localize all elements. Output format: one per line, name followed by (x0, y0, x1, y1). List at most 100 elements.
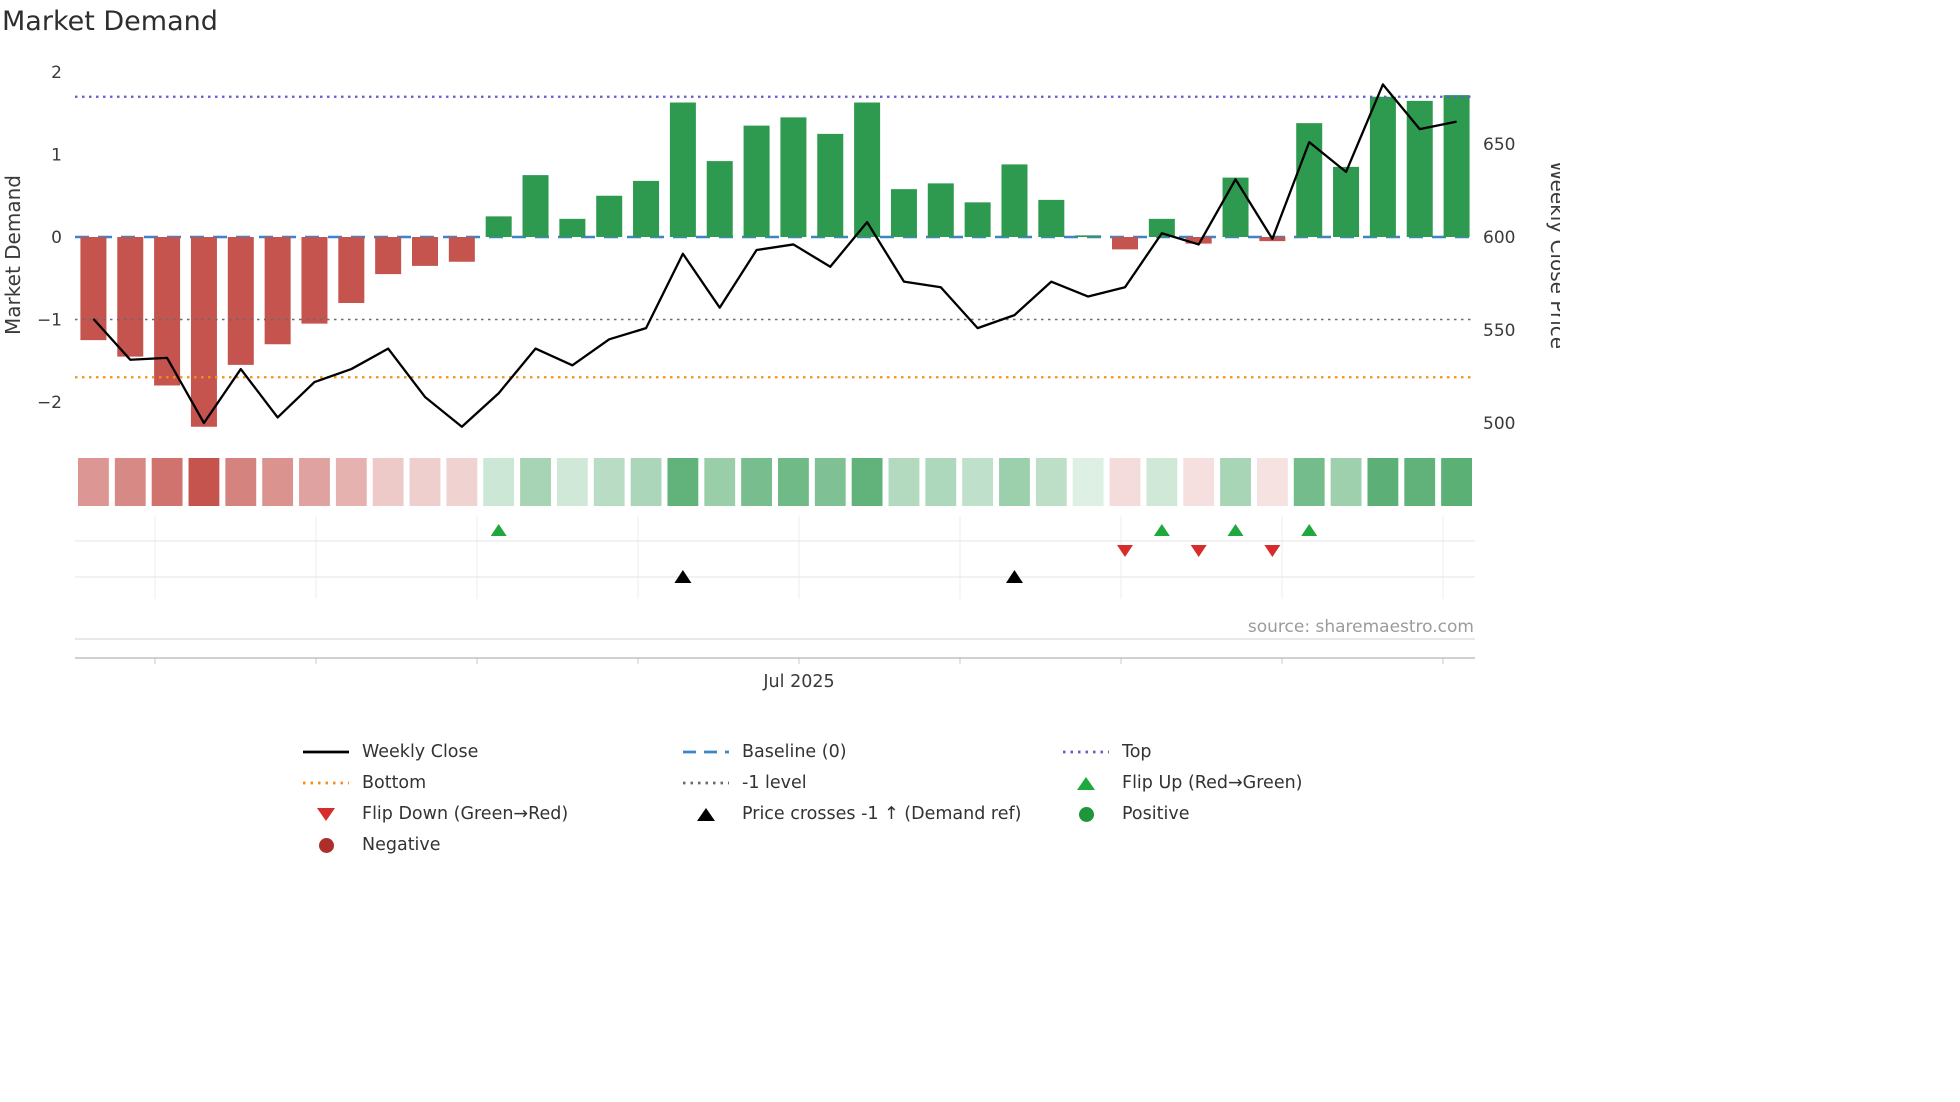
demand-bar (227, 237, 254, 365)
demand-bar (338, 237, 365, 303)
demand-bar (1185, 237, 1212, 244)
legend-item-flip-down-green-red[interactable]: Flip Down (Green→Red) (300, 803, 680, 825)
heatmap-cell (1183, 458, 1215, 506)
legend-item-top[interactable]: Top (1060, 741, 1440, 763)
left-axis-tick-label: 0 (51, 228, 62, 248)
demand-bar (485, 216, 512, 237)
circle-icon (300, 837, 352, 853)
heatmap-cell (262, 458, 294, 506)
legend-label: Weekly Close (362, 742, 479, 762)
demand-bar (1333, 166, 1360, 237)
demand-bar (743, 125, 770, 237)
flip-up-marker (1227, 524, 1244, 536)
flip-down-marker (1117, 545, 1133, 557)
demand-bar (522, 175, 549, 237)
demand-bar (1038, 199, 1065, 237)
demand-bar (1406, 100, 1433, 237)
legend-item-weekly-close[interactable]: Weekly Close (300, 741, 680, 763)
heatmap-cell (704, 458, 736, 506)
heatmap-cell (888, 458, 920, 506)
demand-bar (1443, 95, 1470, 237)
flip-up-marker (1301, 524, 1318, 536)
demand-bar (80, 237, 107, 341)
triangle-down-icon (300, 807, 352, 821)
chart-legend: Weekly Close Baseline (0) Top Bottom -1 leve… (300, 741, 1440, 856)
heatmap-cell (1109, 458, 1141, 506)
flip-down-marker (1190, 545, 1207, 557)
heatmap-cell (372, 458, 404, 506)
heatmap-cell (925, 458, 957, 506)
right-axis-tick-label: 500 (1483, 414, 1515, 434)
legend-item-positive[interactable]: Positive (1060, 803, 1440, 825)
legend-item-bottom[interactable]: Bottom (300, 772, 680, 794)
price-cross-marker (1005, 570, 1023, 583)
heatmap-cell (1072, 458, 1104, 506)
demand-bar (780, 117, 807, 237)
demand-bar (1369, 96, 1396, 237)
heatmap-cell (741, 458, 772, 506)
right-axis-tick-label: 650 (1483, 135, 1515, 155)
heatmap-cell (520, 458, 551, 506)
demand-bar (1148, 218, 1175, 237)
heatmap-cell (999, 458, 1030, 506)
heatmap-cell (1035, 458, 1067, 506)
heatmap-cell (1330, 458, 1362, 506)
chart-title: Market Demand (2, 6, 218, 37)
heatmap-cell (1441, 458, 1472, 506)
heatmap-cell (593, 458, 625, 506)
legend-item-baseline-0[interactable]: Baseline (0) (680, 741, 1060, 763)
demand-bar (890, 189, 917, 237)
heatmap-cell (335, 458, 367, 506)
demand-bar (596, 195, 623, 237)
heatmap-cell (409, 458, 441, 506)
demand-bar (264, 237, 291, 345)
legend-item-price-crosses-1-demand-ref[interactable]: Price crosses -1 ↑ (Demand ref) (680, 803, 1060, 825)
legend-label: Flip Up (Red→Green) (1122, 773, 1303, 793)
heatmap-cell (630, 458, 662, 506)
heatmap-cell (1146, 458, 1178, 506)
demand-bar (154, 237, 181, 386)
demand-bar (1112, 237, 1138, 250)
legend-label: Flip Down (Green→Red) (362, 804, 569, 824)
line-swatch (1060, 748, 1112, 756)
line-swatch (680, 779, 732, 787)
demand-bar (301, 237, 328, 324)
demand-bar (448, 237, 475, 262)
line-swatch (300, 748, 352, 756)
plot-area: 2 1 0 −1 −2 650 600 550 500 (37, 63, 1515, 664)
demand-bar (817, 133, 844, 237)
legend-item-negative[interactable]: Negative (300, 834, 680, 856)
heatmap-cell (667, 458, 699, 506)
heatmap-cell (1293, 458, 1325, 506)
heatmap-cell (114, 458, 146, 506)
legend-label: Bottom (362, 773, 427, 793)
heatmap-cell (1367, 458, 1399, 506)
heatmap-cell (851, 458, 883, 506)
left-axis-tick-label: 2 (51, 63, 62, 83)
demand-bar (1075, 235, 1102, 237)
weekly-close-line (92, 83, 1457, 428)
legend-label: Price crosses -1 ↑ (Demand ref) (742, 804, 1022, 824)
demand-bar (190, 237, 217, 427)
right-axis-title: Weekly Close Price (1546, 161, 1560, 349)
heatmap-cell (778, 458, 809, 506)
legend-item-1-level[interactable]: -1 level (680, 772, 1060, 794)
heatmap-cell (151, 458, 183, 506)
heatmap-cell (483, 458, 515, 506)
right-axis-tick-label: 600 (1483, 228, 1515, 248)
price-cross-marker (674, 570, 692, 583)
legend-label: Negative (362, 835, 441, 855)
demand-bar (964, 202, 991, 237)
heatmap-cell (1220, 458, 1251, 506)
x-axis-tick-label: Jul 2025 (762, 672, 834, 692)
heatmap-cell (1256, 458, 1288, 506)
circle-icon (1060, 806, 1112, 822)
demand-bar (559, 218, 586, 237)
demand-bar (1222, 177, 1249, 237)
demand-bar (375, 237, 402, 275)
left-axis-title: Market Demand (1, 175, 25, 335)
legend-item-flip-up-red-green[interactable]: Flip Up (Red→Green) (1060, 772, 1440, 794)
heatmap-cell (1404, 458, 1436, 506)
flip-up-marker (1153, 524, 1170, 536)
legend-label: Positive (1122, 804, 1190, 824)
